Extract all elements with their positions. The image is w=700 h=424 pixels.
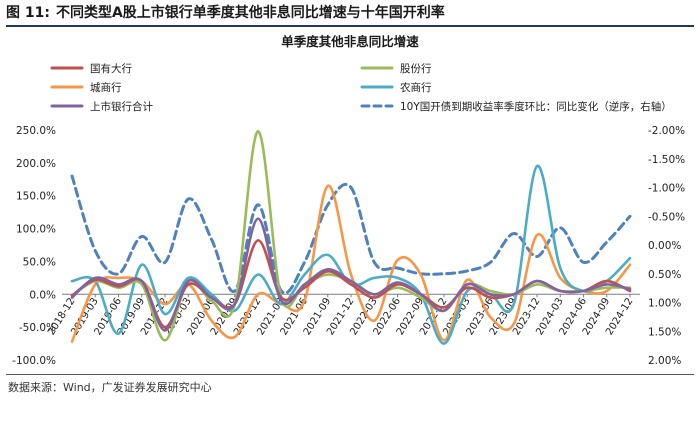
y-right-tick-label: 1.00% (648, 298, 681, 310)
source-note: 数据来源：Wind，广发证券发展研究中心 (8, 381, 212, 394)
figure-title-text: 不同类型A股上市银行单季度其他非息同比增速与十年国开利率 (55, 5, 445, 21)
y-left-tick-label: 50.0% (23, 256, 56, 268)
legend-label-all_listed: 上市银行合计 (90, 100, 153, 113)
legend-label-state_owned: 国有大行 (90, 62, 132, 75)
legend-item-joint_stock: 股份行 (360, 62, 432, 75)
legend-item-state_owned: 国有大行 (50, 62, 132, 75)
chart-title: 单季度其他非息同比增速 (281, 34, 419, 49)
y-right-tick-label: 0.00% (648, 240, 681, 252)
legend-label-bond_yield: 10Y国开债到期收益率季度环比：同比变化（逆序，右轴） (400, 100, 672, 113)
legend-label-rural_commercial: 农商行 (400, 81, 432, 94)
y-left-tick-label: 200.0% (16, 158, 56, 170)
series-layer (70, 129, 632, 345)
legend-label-joint_stock: 股份行 (400, 62, 432, 75)
y-left-tick-label: -100.0% (12, 355, 56, 367)
y-left-tick-label: -50.0% (19, 322, 56, 334)
figure-number: 图 11: (6, 5, 50, 21)
title-rule (6, 25, 694, 27)
series-line-joint_stock (70, 129, 632, 342)
y-left-tick-label: 150.0% (16, 191, 56, 203)
y-left-tick-label: 0.0% (29, 289, 56, 301)
legend-item-bond_yield: 10Y国开债到期收益率季度环比：同比变化（逆序，右轴） (360, 100, 672, 113)
y-right-tick-label: -0.50% (648, 211, 685, 223)
y-right-tick-label: 2.00% (648, 355, 681, 367)
y-right-tick-label: -1.00% (648, 183, 685, 195)
legend-label-city_commercial: 城商行 (90, 81, 122, 94)
legend-item-city_commercial: 城商行 (50, 81, 122, 94)
y-right-tick-label: 1.50% (648, 326, 681, 338)
source-rule (6, 374, 694, 375)
y-right-tick-label: -2.00% (648, 125, 685, 137)
y-right-tick-label: -1.50% (648, 154, 685, 166)
series-line-all_listed (70, 217, 632, 332)
legend-item-rural_commercial: 农商行 (360, 81, 432, 94)
y-right-tick-label: 0.50% (648, 269, 681, 281)
series-line-city_commercial (70, 184, 632, 343)
legend-item-all_listed: 上市银行合计 (50, 100, 153, 113)
y-left-tick-label: 250.0% (16, 125, 56, 137)
figure-title: 图 11: 不同类型A股上市银行单季度其他非息同比增速与十年国开利率 (6, 2, 445, 24)
y-left-tick-label: 100.0% (16, 224, 56, 236)
series-line-bond_yield (70, 174, 632, 295)
